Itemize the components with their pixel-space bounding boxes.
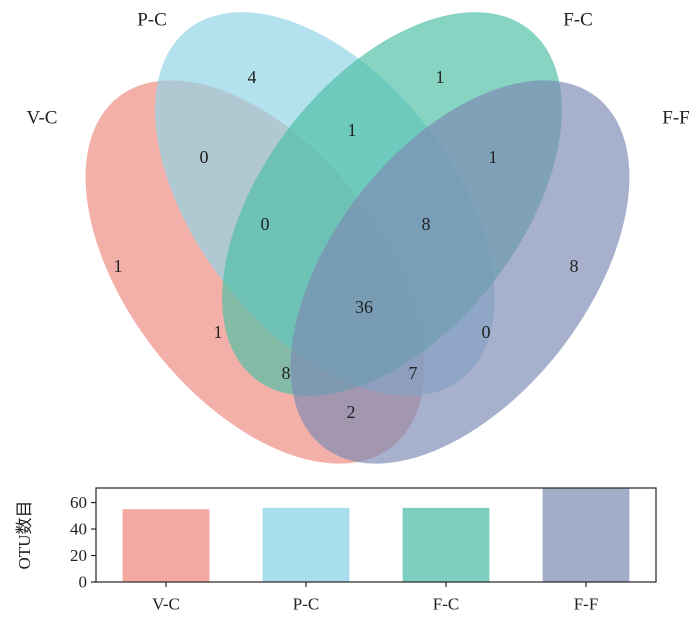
x-tick-label: V-C [152,595,180,614]
set-label-v-c: V-C [27,108,58,129]
bar-chart: 0 20 40 60 V-C P-C F-C F-F OTU数目 [15,487,657,614]
region-count: 1 [489,147,498,167]
region-count: 8 [422,214,431,234]
bar-p-c [262,507,350,582]
y-tick-label: 40 [70,520,87,539]
region-count: 1 [348,120,357,140]
region-count: 0 [261,214,270,234]
region-count: 36 [355,297,373,317]
y-tick-label: 0 [79,573,88,592]
region-count: 0 [482,322,491,342]
region-count: 8 [570,256,579,276]
x-tick-label: F-C [433,595,459,614]
region-count: 1 [436,67,445,87]
set-label-p-c: P-C [137,10,167,31]
set-label-f-f: F-F [662,108,689,129]
y-tick-label: 20 [70,546,87,565]
bar-f-f [542,488,630,582]
set-ellipse-f-f [290,80,630,464]
x-tick-label: F-F [574,595,599,614]
y-tick-label: 60 [70,493,87,512]
plot-frame [95,487,657,583]
x-tick-label: P-C [293,595,319,614]
region-count: 2 [347,402,356,422]
region-count: 7 [409,363,418,383]
region-count: 1 [114,256,123,276]
region-count: 0 [200,147,209,167]
y-axis-title: OTU数目 [15,501,34,570]
set-label-f-c: F-C [563,10,593,31]
region-count: 4 [248,67,257,87]
venn-diagram: V-C P-C F-C F-F 4 1 1 0 1 1 0 8 8 36 1 0 8 7 2 [27,10,690,464]
bar-f-c [402,507,490,582]
region-count: 1 [214,322,223,342]
bar-v-c [122,509,210,582]
region-count: 8 [282,363,291,383]
